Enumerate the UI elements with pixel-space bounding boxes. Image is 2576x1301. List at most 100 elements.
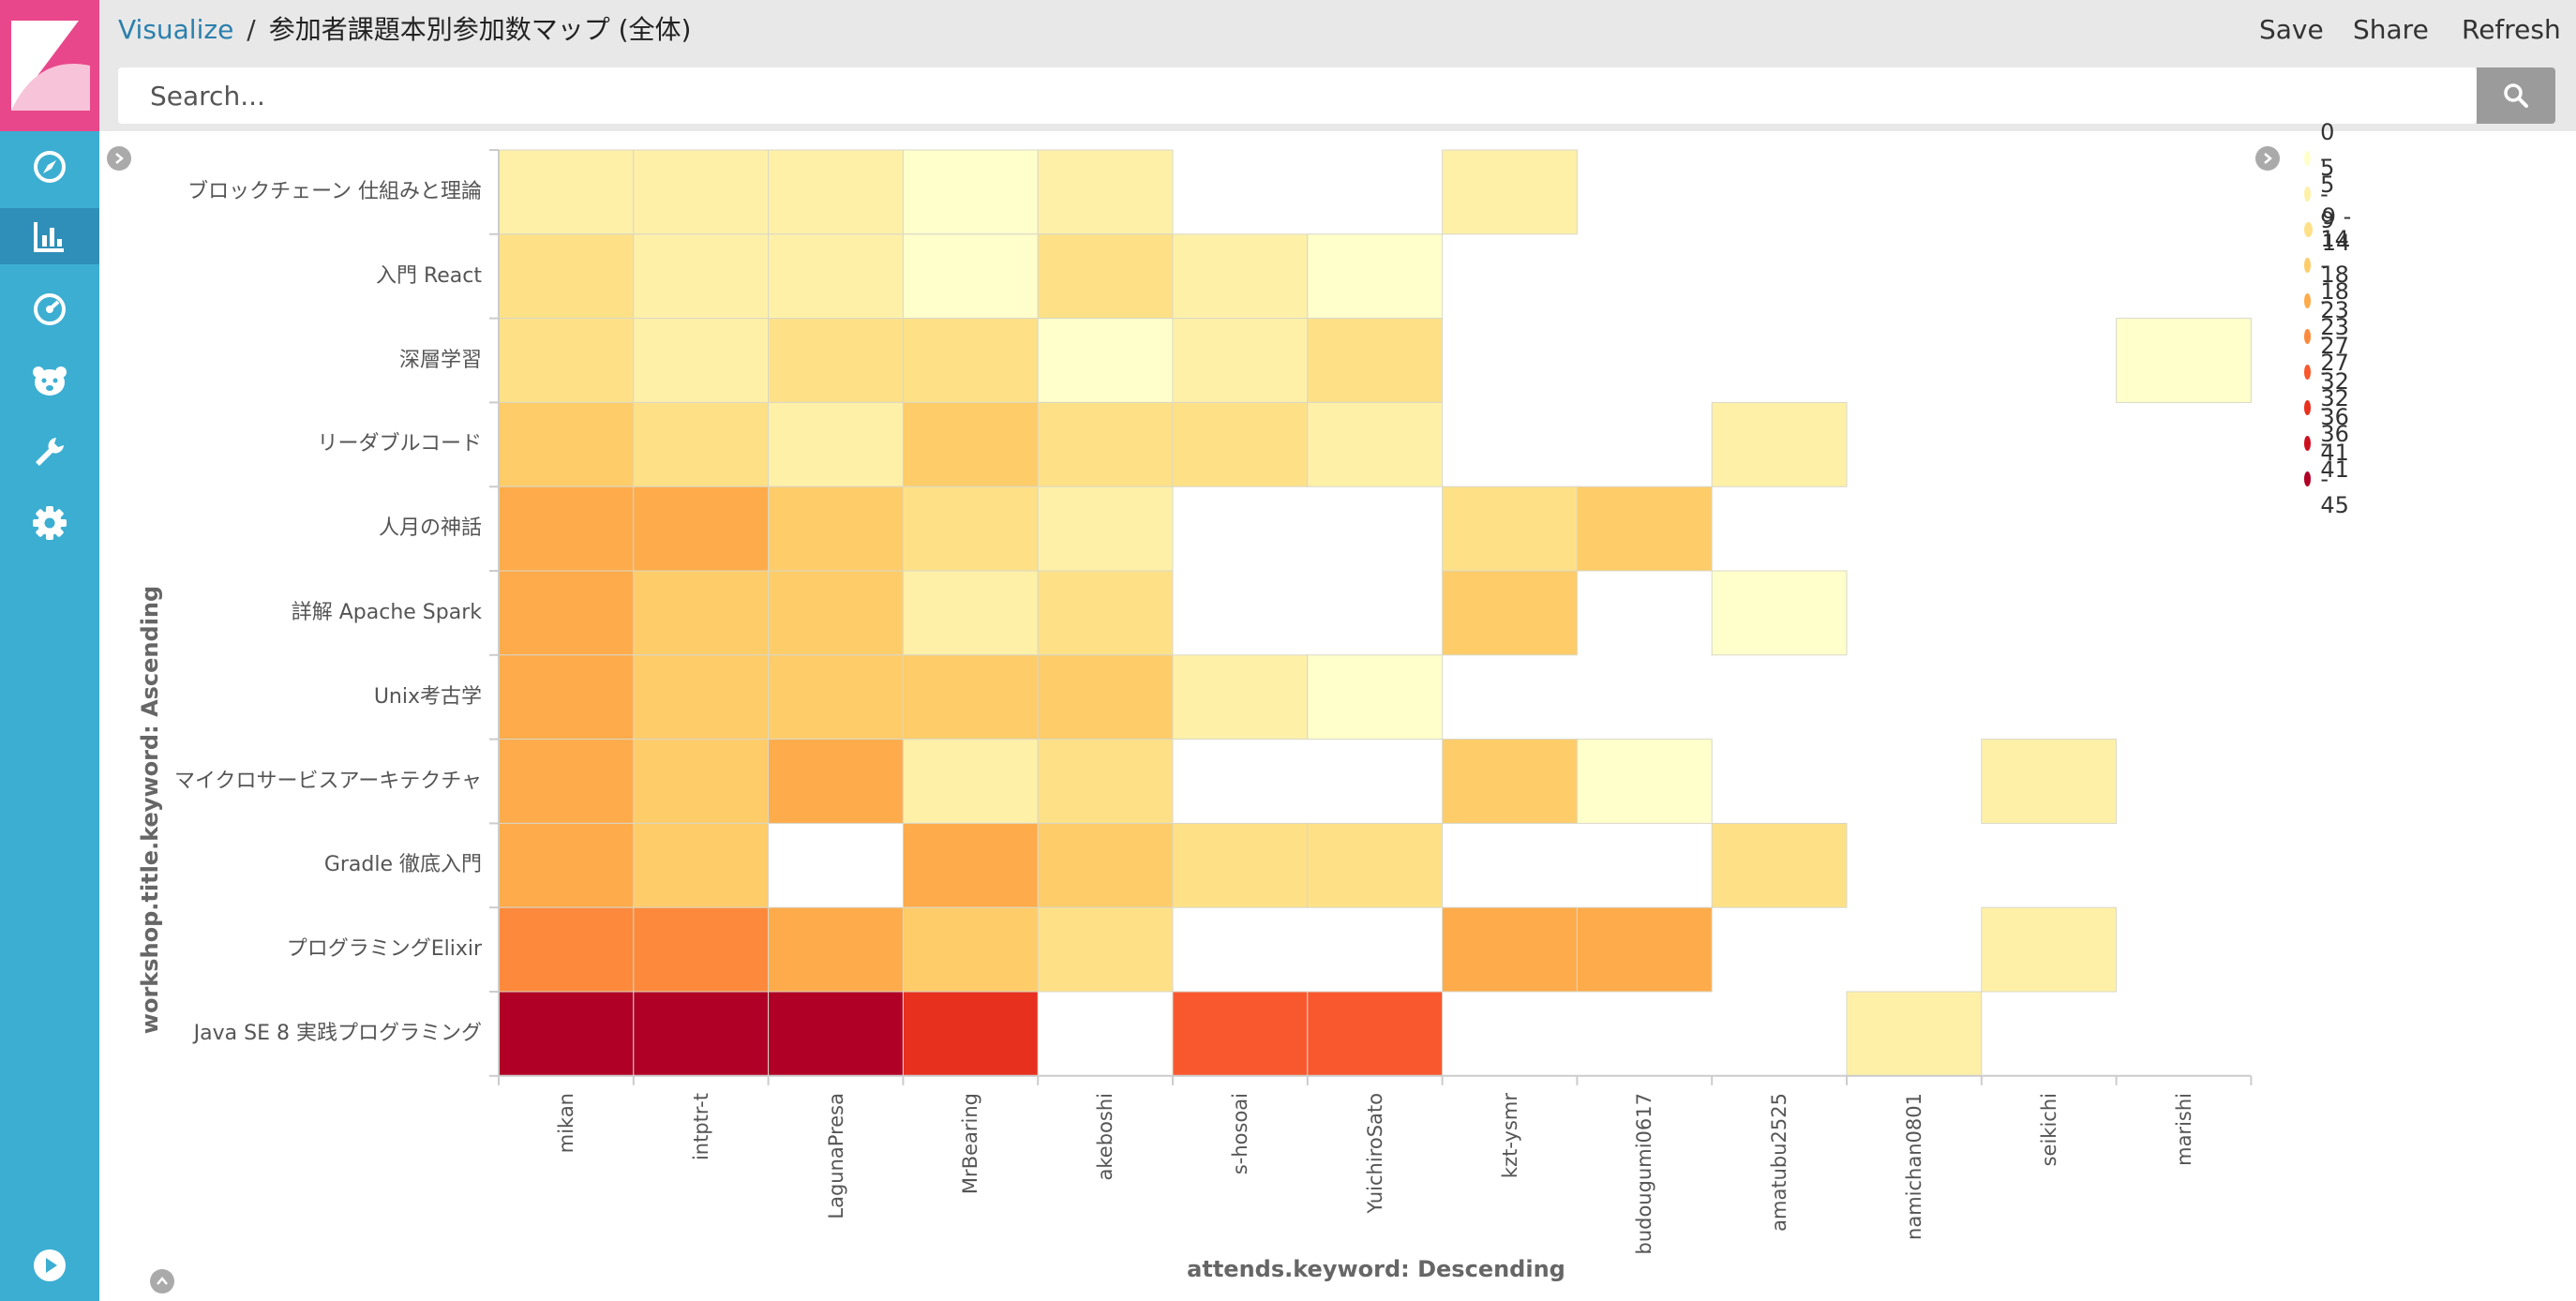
heatmap-cell[interactable] (633, 233, 770, 320)
heatmap-cell[interactable] (633, 486, 770, 572)
heatmap-cell[interactable] (498, 991, 635, 1077)
heatmap-cell[interactable] (633, 906, 770, 993)
heatmap-cell[interactable] (1172, 318, 1309, 403)
heatmap-cell[interactable] (1172, 401, 1309, 487)
heatmap-cell[interactable] (633, 570, 770, 656)
heatmap-cell[interactable] (1037, 906, 1174, 993)
heatmap-cell[interactable] (1711, 401, 1848, 487)
legend-item[interactable]: 27 - 32 (2304, 333, 2358, 411)
heatmap-cell[interactable] (1442, 149, 1578, 235)
heatmap-cell[interactable] (1037, 570, 1174, 656)
heatmap-cell[interactable] (902, 401, 1039, 487)
heatmap-cell[interactable] (768, 570, 904, 656)
heatmap-cell[interactable] (768, 739, 904, 824)
heatmap-cell[interactable] (1442, 486, 1578, 572)
breadcrumb-visualize-link[interactable]: Visualize (118, 14, 234, 45)
heatmap-cell[interactable] (633, 739, 770, 824)
heatmap-cell[interactable] (902, 906, 1039, 993)
legend-item[interactable]: 9 - 14 (2304, 203, 2358, 256)
legend-item[interactable]: 41 - 45 (2304, 440, 2358, 518)
heatmap-cell[interactable] (498, 570, 635, 656)
sidebar-item-timelion[interactable] (22, 352, 78, 409)
heatmap-cell[interactable] (498, 318, 635, 403)
heatmap-cell[interactable] (902, 739, 1039, 824)
heatmap-cell[interactable] (1172, 822, 1309, 908)
heatmap-cell[interactable] (768, 233, 904, 320)
heatmap-cell[interactable] (902, 654, 1039, 740)
heatmap-cell[interactable] (768, 486, 904, 572)
heatmap-cell[interactable] (902, 822, 1039, 908)
heatmap-cell[interactable] (498, 906, 635, 993)
heatmap-cell[interactable] (902, 570, 1039, 656)
legend-item[interactable]: 36 - 41 (2304, 404, 2358, 483)
legend-item[interactable]: 32 - 36 (2304, 368, 2358, 447)
heatmap-cell[interactable] (633, 991, 770, 1077)
heatmap-cell[interactable] (902, 486, 1039, 572)
heatmap-cell[interactable] (1307, 822, 1444, 908)
heatmap-cell[interactable] (1307, 401, 1444, 487)
save-button[interactable]: Save (2259, 14, 2324, 45)
heatmap-cell[interactable] (1711, 822, 1848, 908)
heatmap-cell[interactable] (1172, 233, 1309, 320)
heatmap-cell[interactable] (1442, 570, 1578, 656)
heatmap-cell[interactable] (633, 822, 770, 908)
heatmap-cell[interactable] (1037, 318, 1174, 403)
heatmap-cell[interactable] (1576, 739, 1713, 824)
heatmap-cell[interactable] (1037, 149, 1174, 235)
legend-item[interactable]: 23 - 27 (2304, 297, 2358, 376)
heatmap-cell[interactable] (768, 906, 904, 993)
heatmap-cell[interactable] (1846, 991, 1983, 1077)
heatmap-cell[interactable] (1307, 654, 1444, 740)
y-axis-toggle[interactable] (107, 146, 131, 171)
heatmap-cell[interactable] (1037, 233, 1174, 320)
heatmap-cell[interactable] (902, 149, 1039, 235)
heatmap-cell[interactable] (768, 318, 904, 403)
heatmap-cell[interactable] (1307, 991, 1444, 1077)
heatmap-cell[interactable] (1576, 486, 1713, 572)
heatmap-cell[interactable] (2116, 318, 2252, 403)
heatmap-cell[interactable] (1172, 991, 1309, 1077)
kibana-logo[interactable] (0, 0, 99, 131)
heatmap-cell[interactable] (1037, 654, 1174, 740)
heatmap-cell[interactable] (902, 233, 1039, 320)
heatmap-cell[interactable] (633, 401, 770, 487)
search-input[interactable] (118, 67, 2462, 124)
heatmap-cell[interactable] (768, 654, 904, 740)
heatmap-cell[interactable] (1037, 486, 1174, 572)
heatmap-cell[interactable] (768, 991, 904, 1077)
heatmap-cell[interactable] (1442, 739, 1578, 824)
legend-toggle[interactable] (2255, 146, 2280, 171)
sidebar-item-management[interactable] (22, 495, 78, 551)
heatmap-cell[interactable] (1981, 906, 2118, 993)
heatmap-cell[interactable] (1307, 318, 1444, 403)
legend-item[interactable]: 5 - 9 (2304, 155, 2343, 233)
heatmap-cell[interactable] (498, 486, 635, 572)
heatmap-cell[interactable] (1711, 570, 1848, 656)
legend-item[interactable]: 14 - 18 (2304, 226, 2358, 305)
heatmap-cell[interactable] (498, 739, 635, 824)
share-button[interactable]: Share (2353, 14, 2429, 45)
heatmap-cell[interactable] (1172, 654, 1309, 740)
sidebar-collapse[interactable] (22, 1237, 78, 1294)
heatmap-cell[interactable] (1442, 906, 1578, 993)
heatmap-cell[interactable] (768, 401, 904, 487)
heatmap-cell[interactable] (498, 149, 635, 235)
legend-item[interactable]: 18 - 23 (2304, 262, 2358, 340)
legend-item[interactable]: 0 - 5 (2304, 119, 2343, 198)
heatmap-cell[interactable] (1981, 739, 2118, 824)
heatmap-cell[interactable] (1037, 401, 1174, 487)
heatmap-cell[interactable] (1307, 233, 1444, 320)
sidebar-item-visualize[interactable] (0, 208, 99, 264)
search-button[interactable] (2477, 67, 2555, 124)
heatmap-cell[interactable] (1576, 906, 1713, 993)
sidebar-item-dev-tools[interactable] (22, 424, 78, 480)
heatmap-cell[interactable] (633, 318, 770, 403)
x-axis-toggle[interactable] (150, 1269, 174, 1294)
heatmap-cell[interactable] (902, 991, 1039, 1077)
heatmap-cell[interactable] (498, 822, 635, 908)
sidebar-item-dashboard[interactable] (22, 281, 78, 337)
heatmap-cell[interactable] (1037, 822, 1174, 908)
heatmap-cell[interactable] (498, 401, 635, 487)
heatmap-cell[interactable] (768, 149, 904, 235)
heatmap-cell[interactable] (1037, 739, 1174, 824)
